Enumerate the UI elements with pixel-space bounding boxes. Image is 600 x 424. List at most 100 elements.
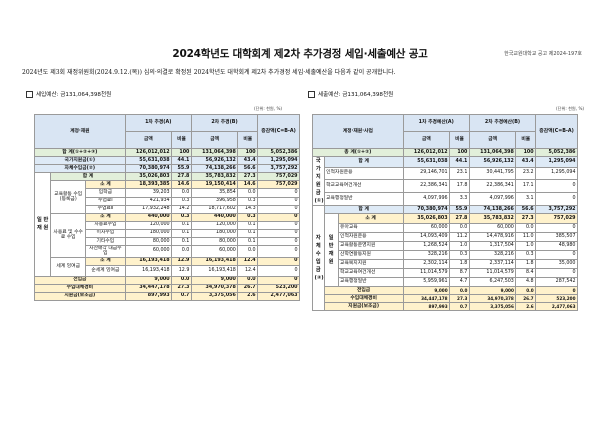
value-cell-ar: 8.7 [449,268,470,279]
expenditure-heading-text: 세출예산: 금131,064,398천원 [318,92,394,98]
document-title: 2024학년도 대학회계 제2차 추가경정 세입·세출예산 공고 [172,48,428,60]
value-cell-c: 2,477,063 [535,302,578,312]
value-cell-a: 39,203 [124,188,173,198]
value-cell-br: 14.6 [237,180,259,190]
value-cell-b: 35,854 [190,188,239,198]
item-label: 입학금 [85,188,126,198]
value-cell-b: 30,441,795 [468,166,517,181]
expenditure-heading: 세출예산: 금131,064,398천원 [308,90,393,98]
value-cell-c: 757,029 [257,180,300,190]
value-cell-ar: 27.3 [171,283,192,293]
value-cell-a: 34,447,178 [402,294,451,304]
table-row: 학교교육여건개선 22,386,341 17.8 22,386,341 17.1 0 [313,179,578,194]
checkbox-square-icon [308,90,315,98]
value-cell-b: 74,138,266 [468,205,517,215]
value-cell-b: 4,097,996 [468,192,517,207]
value-cell-ar: 23.1 [449,166,470,181]
value-cell-c: 3,757,292 [535,205,578,215]
item-label: 순세계 잉여금 [85,264,126,277]
value-cell-b: 56,926,132 [468,156,517,168]
header-row: 계정·재원 1차 추경(A) 2차 추경(B) 증감액(C=B-A) [34,114,300,149]
value-cell-br: 0.0 [237,245,259,258]
group-subtotal-row: 세계 잉여금 소 계 16,193,418 12.9 16,193,418 12.4 0 [35,256,300,277]
value-cell-ar: 0.0 [449,223,470,234]
value-cell-c: 0 [535,250,578,261]
item-label: 자산매각 대금수입 [85,245,126,258]
value-cell-a: 126,012,012 [124,147,173,158]
value-cell-b: 120,000 [190,220,239,230]
value-cell-a: 34,447,178 [124,283,173,293]
value-cell-a: 22,386,341 [402,179,451,194]
value-cell-b: 18,717,602 [190,204,239,214]
value-cell-b: 56,926,132 [190,156,239,166]
value-cell-ar: 0.0 [171,275,192,285]
difference-header: 증감액(C=B-A) [535,114,578,149]
value-cell-b: 35,783,832 [190,172,239,182]
table-row: 자산매각 대금수입 60,000 0.0 60,000 0.0 0 [35,245,300,258]
value-cell-c: 1,295,094 [257,156,300,166]
value-cell-a: 60,000 [124,245,173,258]
value-cell-b: 34,970,378 [468,294,517,304]
value-cell-c: 757,029 [535,213,578,225]
value-cell-ar: 12.9 [171,256,192,266]
general-subtotal-label: 소 계 [337,213,404,225]
value-cell-ar: 100 [171,147,192,158]
general-funds-side-label: 일 반 재 원 [323,213,339,288]
tail-row: 전입금 9,000 0.0 9,000 0.0 0 [313,286,578,296]
second-revision-header: 2차 추경(B) [190,114,259,132]
value-cell-ar: 27.3 [449,294,470,304]
value-cell-a: 4,097,996 [402,192,451,207]
tail-label: 지원금(보조금) [323,302,404,312]
value-cell-b: 11,014,579 [468,268,517,279]
value-cell-b: 16,193,418 [190,264,239,277]
value-cell-b: 1,317,504 [468,241,517,252]
ratio-header: 비율 [449,131,470,149]
expenditure-unit: (단위: 천원, %) [556,106,585,111]
ratio-header: 비율 [171,131,192,149]
value-cell-c: 35,000 [535,259,578,270]
tail-label: 수입대체경비 [323,294,404,304]
item-label: 교육행정일반 [337,277,404,288]
usage-group-label: 사용료 및 수수료 수입 [50,212,87,258]
item-label: 교육행정일반 [323,192,404,207]
group-subtotal-row: 교육활동 수입 (등록금) 소 계 18,393,385 14.6 19,150,414… [35,180,300,214]
value-cell-c: 0 [257,264,300,277]
table-row: 인적자원운용 14,093,409 11.2 14,478,916 11.0 385,50… [313,232,578,243]
value-cell-b: 60,000 [190,245,239,258]
value-cell-br: 3.1 [515,192,537,207]
value-cell-a: 55,631,038 [124,156,173,166]
value-cell-br: 0.3 [237,212,259,222]
value-cell-a: 29,146,701 [402,166,451,181]
value-cell-c: 0 [535,223,578,234]
value-cell-br: 43.4 [515,156,537,168]
national-label: 국가지원금(①) [34,156,126,166]
value-cell-b: 14,478,916 [468,232,517,243]
value-cell-ar: 12.9 [171,264,192,277]
value-cell-a: 14,093,409 [402,232,451,243]
table-row: 학교교육여건개선 11,014,579 8.7 11,014,579 8.4 0 [313,268,578,279]
value-cell-b: 35,783,832 [468,213,517,225]
item-label: 교육복지지원 [337,259,404,270]
value-cell-ar: 0.3 [171,212,192,222]
value-cell-c: 0 [257,204,300,214]
value-cell-br: 17.1 [515,179,537,194]
value-cell-br: 0.1 [237,237,259,247]
value-cell-b: 2,337,114 [468,259,517,270]
value-cell-br: 56.6 [237,164,259,174]
value-cell-ar: 0.0 [171,188,192,198]
value-cell-ar: 100 [449,147,470,158]
value-cell-c: 523,200 [535,294,578,304]
value-cell-ar: 0.3 [171,196,192,206]
value-cell-c: 385,507 [535,232,578,243]
value-cell-c: 2,477,063 [257,291,300,301]
first-revision-header: 1차 추경(A) [124,114,192,132]
value-cell-c: 0 [257,237,300,247]
value-cell-a: 35,026,803 [124,172,173,182]
value-cell-b: 80,000 [190,237,239,247]
self-label: 자체수입금(②) [34,164,126,174]
item-label: 인적자원운용 [337,232,404,243]
value-cell-ar: 55.9 [449,205,470,215]
item-label: 수업료Ⅰ [85,196,126,206]
value-cell-a: 120,000 [124,220,173,230]
ratio-header: 비율 [237,131,259,149]
